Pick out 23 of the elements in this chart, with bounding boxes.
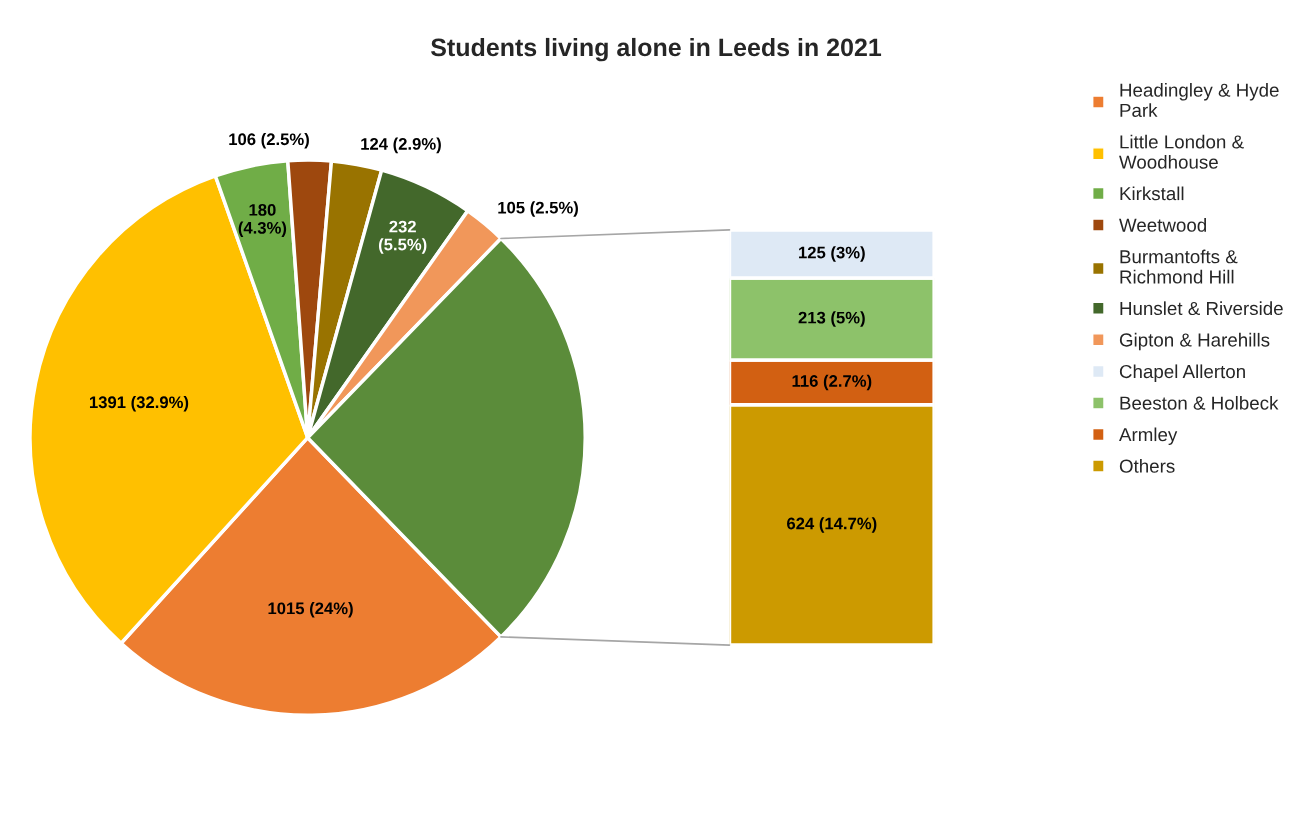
data-label: 105 (2.5%) (498, 201, 578, 217)
legend-label: Hunslet & Riverside (1120, 301, 1283, 316)
data-label: 125 (3%) (799, 246, 865, 262)
data-label: 1391 (32.9%) (89, 395, 189, 412)
data-label: 116 (2.7%) (792, 374, 872, 391)
legend-label: Armley (1119, 427, 1178, 445)
legend-label: Burmantofts & Richmond Hill (1120, 249, 1238, 284)
legend-label: Beeston & Holbeck (1120, 395, 1279, 410)
data-label: 232 (5.5%) (378, 220, 427, 254)
legend-label: Kirkstall (1120, 186, 1184, 201)
legend-label: Little London & Woodhouse (1119, 134, 1244, 169)
data-label: 180 (4.3%) (238, 203, 287, 238)
data-label: 213 (5%) (798, 311, 865, 327)
data-label: 124 (2.9%) (361, 137, 441, 154)
data-label: 624 (14.7%) (787, 517, 877, 533)
legend-label: Gipton & Harehills (1119, 332, 1270, 351)
data-label: 1015 (24%) (268, 602, 353, 618)
data-label: 106 (2.5%) (229, 132, 309, 149)
chart-title: Students living alone in Leeds in 2021 (430, 37, 882, 62)
legend-label: Weetwood (1119, 218, 1207, 232)
legend-label: Headingley & Hyde Park (1120, 83, 1279, 117)
legend-label: Others (1119, 459, 1175, 473)
legend-label: Chapel Allerton (1119, 364, 1245, 382)
